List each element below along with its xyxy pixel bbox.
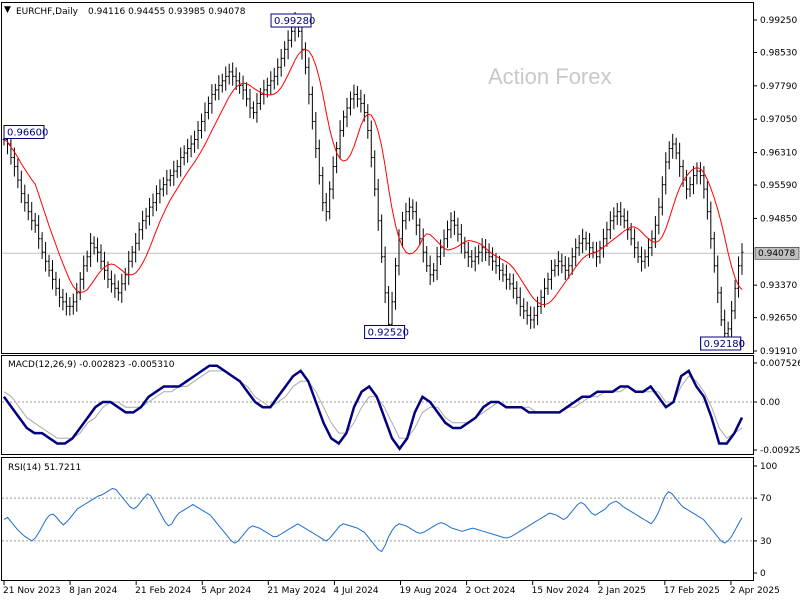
price-tick-label: 0.97790 xyxy=(760,82,797,92)
x-tick-label: 8 Jan 2024 xyxy=(69,586,117,596)
x-tick-label: 2 Oct 2024 xyxy=(466,586,516,596)
x-tick-label: 2 Jan 2025 xyxy=(598,586,646,596)
price-tick-label: 0.99250 xyxy=(760,16,797,26)
x-tick-label: 21 May 2024 xyxy=(267,586,326,596)
x-tick-label: 17 Feb 2025 xyxy=(664,586,720,596)
price-annotation-label: 0.92520 xyxy=(368,327,409,338)
dropdown-triangle-icon[interactable]: ▼ xyxy=(4,5,11,15)
price-tick-label: 0.92650 xyxy=(760,314,797,324)
moving-average-line xyxy=(3,48,743,306)
rsi-tick-label: 30 xyxy=(760,537,772,547)
price-annotation-label: 0.99280 xyxy=(274,16,315,27)
price-annotation-box xyxy=(700,336,742,351)
x-tick-label: 4 Jul 2024 xyxy=(333,586,378,596)
x-tick-label: 15 Nov 2024 xyxy=(532,586,590,596)
rsi-tick-label: 100 xyxy=(760,462,777,472)
rsi-title: RSI(14) 51.7211 xyxy=(8,463,81,473)
x-tick-label: 19 Aug 2024 xyxy=(400,586,458,596)
price-tick-label: 0.94850 xyxy=(760,214,797,224)
x-tick-label: 5 Apr 2024 xyxy=(201,586,251,596)
price-annotation-label: 0.96600 xyxy=(7,128,48,139)
macd-panel-frame xyxy=(1,355,754,455)
macd-tick-label: 0.00 xyxy=(760,398,780,408)
price-annotation-box xyxy=(3,125,45,140)
rsi-tick-label: 0 xyxy=(760,569,766,579)
macd-signal-line xyxy=(3,370,743,439)
rsi-y-axis: 100 70 30 0 xyxy=(753,462,777,579)
price-annotation-box xyxy=(364,324,406,339)
price-tick-label: 0.96310 xyxy=(760,149,797,159)
macd-title: MACD(12,26,9) -0.002823 -0.005310 xyxy=(8,360,175,370)
last-price-label: 0.94078 xyxy=(758,249,795,259)
price-tick-label: 0.93370 xyxy=(760,281,797,291)
price-tick-label: 0.95590 xyxy=(760,181,797,191)
macd-tick-label: -0.009252 xyxy=(760,446,800,456)
price-tick-label: 0.91910 xyxy=(760,347,797,357)
x-tick-label: 21 Nov 2023 xyxy=(3,586,61,596)
rsi-grid xyxy=(2,497,753,542)
watermark: Action Forex xyxy=(488,64,612,89)
macd-tick-label: 0.007526 xyxy=(760,359,800,369)
price-y-axis: 0.99250 0.98530 0.97790 0.97050 0.96310 0.955… xyxy=(753,16,800,357)
rsi-panel-frame xyxy=(1,457,754,581)
price-annotation-box xyxy=(270,13,312,28)
price-symbol-label: EURCHF,Daily xyxy=(16,7,79,17)
x-tick-label: 21 Feb 2024 xyxy=(135,586,191,596)
x-tick-label: 2 Apr 2025 xyxy=(730,586,780,596)
last-price-tag xyxy=(754,246,800,260)
macd-line xyxy=(2,364,744,451)
price-bars xyxy=(2,12,744,344)
price-annotation-label: 0.92180 xyxy=(704,339,745,350)
rsi-line xyxy=(3,487,743,553)
macd-y-axis: 0.007526 0.00 -0.009252 xyxy=(753,359,800,456)
price-tick-label: 0.98530 xyxy=(760,48,797,58)
rsi-tick-label: 70 xyxy=(760,494,772,504)
x-axis: 21 Nov 2023 8 Jan 2024 21 Feb 2024 5 Apr 20… xyxy=(3,581,780,596)
price-panel-frame xyxy=(1,2,754,354)
price-tick-label: 0.97050 xyxy=(760,115,797,125)
price-ohlc-label: 0.94116 0.94455 0.93985 0.94078 xyxy=(88,7,246,17)
